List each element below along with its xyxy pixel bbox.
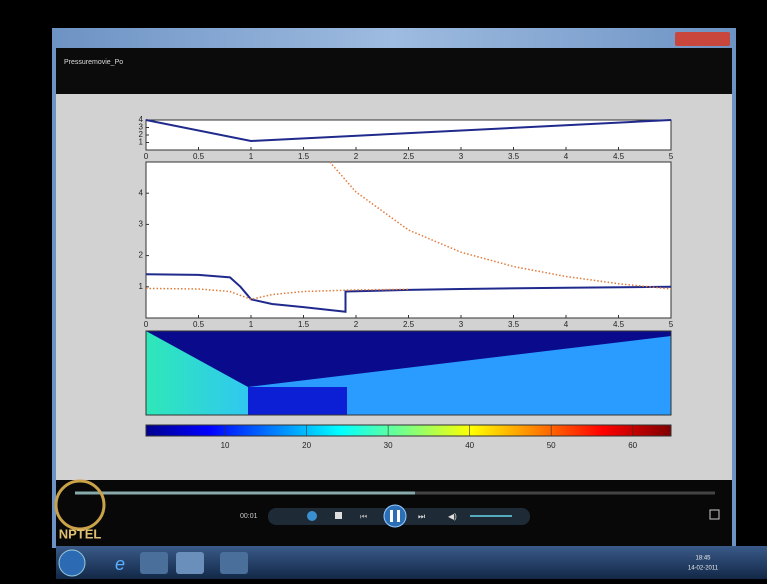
shuffle-button[interactable] [307, 511, 317, 521]
player-time: 00:01 [240, 513, 258, 520]
app-icon[interactable] [220, 552, 248, 574]
field-region [248, 387, 347, 415]
clock-time: 18:45 [695, 556, 711, 562]
y-tick-label: 2 [139, 251, 144, 260]
stop-button[interactable] [335, 512, 342, 519]
colorbar-tick-label: 60 [628, 441, 637, 450]
media-icon[interactable] [176, 552, 204, 574]
screen: Pressuremovie_Po 00:01 ⏮ ⏭ ◀) NPTEL e 18… [0, 0, 767, 579]
prev-button[interactable]: ⏮ [360, 512, 367, 521]
pause-icon [390, 510, 393, 522]
plot-area [146, 162, 671, 318]
page: Pressuremovie_Po 00:01 ⏮ ⏭ ◀) NPTEL e 18… [0, 0, 767, 579]
x-tick-label: 1 [249, 320, 254, 329]
x-tick-label: 1.5 [298, 152, 310, 161]
clock-date: 14-02-2011 [688, 566, 719, 572]
x-tick-label: 5 [669, 152, 674, 161]
window-buttons[interactable] [675, 32, 730, 46]
x-tick-label: 0.5 [193, 320, 205, 329]
logo-text: NPTEL [59, 526, 102, 541]
x-tick-label: 4 [564, 320, 569, 329]
ie-icon[interactable]: e [115, 554, 125, 574]
colorbar-tick-label: 10 [221, 441, 230, 450]
window-header [56, 48, 732, 94]
colorbar-tick-label: 50 [547, 441, 556, 450]
x-tick-label: 3 [459, 152, 464, 161]
x-tick-label: 4 [564, 152, 569, 161]
x-tick-label: 3.5 [508, 320, 520, 329]
explorer-icon[interactable] [140, 552, 168, 574]
x-tick-label: 5 [669, 320, 674, 329]
x-tick-label: 2 [354, 320, 359, 329]
x-tick-label: 2.5 [403, 320, 415, 329]
start-button[interactable] [59, 550, 85, 576]
window-title: Pressuremovie_Po [64, 59, 123, 66]
mute-button[interactable]: ◀) [448, 512, 457, 521]
x-tick-label: 2.5 [403, 152, 415, 161]
x-tick-label: 0 [144, 152, 149, 161]
x-tick-label: 0.5 [193, 152, 205, 161]
y-tick-label: 4 [139, 115, 144, 124]
x-tick-label: 0 [144, 320, 149, 329]
colorbar-tick-label: 20 [302, 441, 311, 450]
x-tick-label: 1.5 [298, 320, 310, 329]
next-button[interactable]: ⏭ [418, 512, 425, 521]
field-image [146, 331, 671, 415]
x-tick-label: 4.5 [613, 152, 625, 161]
x-tick-label: 3 [459, 320, 464, 329]
x-tick-label: 1 [249, 152, 254, 161]
pause-button[interactable] [384, 505, 406, 527]
y-tick-label: 1 [139, 282, 144, 291]
colorbar-tick-label: 40 [465, 441, 474, 450]
x-tick-label: 4.5 [613, 320, 625, 329]
pause-icon [397, 510, 400, 522]
y-tick-label: 4 [139, 188, 144, 197]
y-tick-label: 3 [139, 220, 144, 229]
colorbar-tick-label: 30 [384, 441, 393, 450]
x-tick-label: 3.5 [508, 152, 520, 161]
colorbar [146, 425, 671, 436]
x-tick-label: 2 [354, 152, 359, 161]
